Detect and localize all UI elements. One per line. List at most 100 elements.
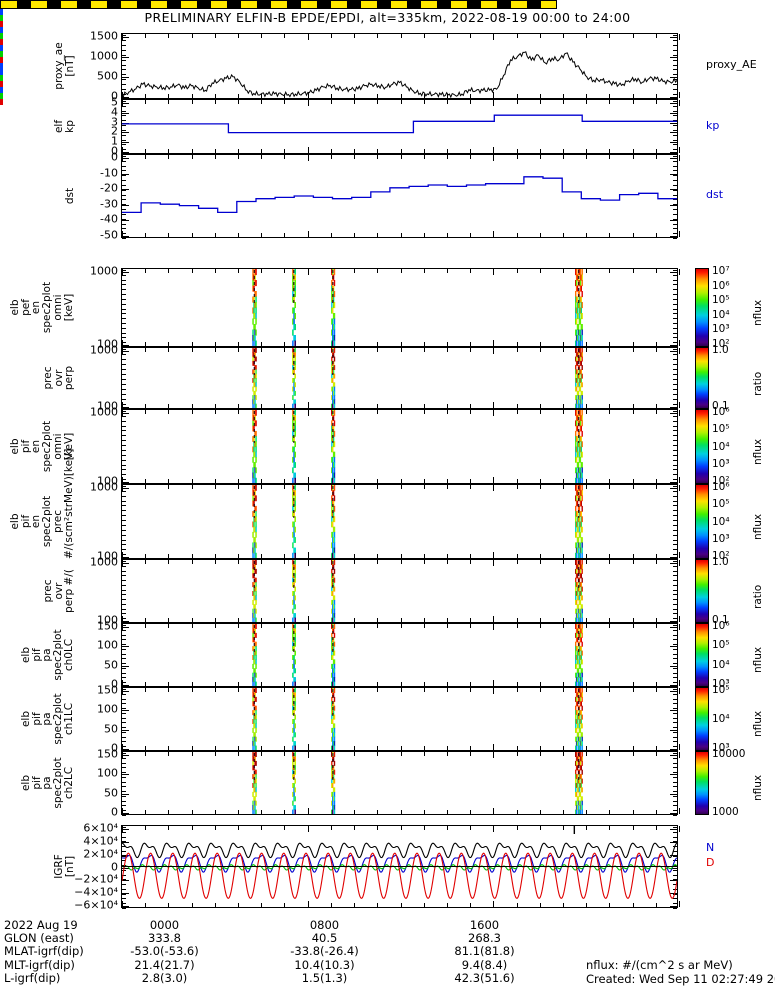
spectrogram-cell [581, 451, 583, 458]
tick-x [679, 485, 680, 491]
tick-minor [673, 165, 677, 167]
tick-minor [122, 337, 126, 339]
spectrogram-cell [292, 280, 294, 287]
spectrogram-cell [577, 324, 580, 331]
spectrogram-cell [575, 719, 578, 724]
tick-x [609, 348, 611, 352]
spectrogram-cell [293, 595, 295, 601]
spectrogram-cell [332, 352, 334, 358]
tick-x [122, 34, 123, 40]
tick-minor [122, 59, 126, 61]
spectrogram-cell [575, 403, 577, 408]
spectrogram-cell [575, 395, 577, 400]
spectrogram-cell [575, 568, 578, 574]
spectrogram-cell [255, 624, 257, 629]
spectrogram-cell [252, 356, 254, 362]
tick-major [670, 621, 677, 622]
tick-minor [122, 170, 126, 172]
tick-x [679, 744, 680, 750]
spectrogram-cell [332, 745, 334, 750]
tick-x [423, 342, 425, 346]
spectrogram-cell [575, 456, 578, 463]
spectrogram-cell [581, 410, 583, 416]
tick-x [214, 560, 216, 564]
tick-major [670, 793, 677, 795]
spectrogram-cell [576, 360, 579, 366]
tick-x [655, 485, 657, 489]
tick-x [354, 100, 356, 104]
ytick-elb_pef_en_omni-1: 100 [97, 337, 118, 351]
spectrogram-cell [332, 564, 334, 570]
spectrogram-cell [332, 373, 335, 379]
tick-x [470, 479, 472, 483]
spectrogram-cell [252, 756, 254, 762]
tick-x [493, 485, 495, 491]
tick-major [670, 646, 677, 648]
spectrogram-cell [577, 395, 580, 400]
spectrogram-cell [581, 274, 583, 281]
spectrogram-cell [294, 365, 296, 370]
spectrogram-cell [253, 537, 255, 543]
spectrogram-cell [255, 591, 257, 596]
spectrogram-cell [332, 516, 335, 523]
spectrogram-cell [581, 526, 583, 533]
ytick-elb_pif_pa_ch0LC-0: 150 [97, 619, 118, 633]
spectrogram-cell [255, 280, 257, 287]
tick-x [307, 808, 309, 814]
spectrogram-cell [332, 595, 335, 601]
spectrogram-cell [293, 628, 295, 634]
spectrogram-cell [292, 774, 294, 780]
tick-x [446, 826, 448, 830]
spectrogram-cell [331, 348, 333, 353]
tick-x [354, 624, 356, 628]
spectrogram-cell [294, 269, 296, 276]
spectrogram-cell [255, 485, 257, 491]
spectrogram-cell [294, 472, 296, 479]
spectrogram-cell [255, 696, 257, 702]
spectrogram-cell [292, 285, 294, 292]
tick-x [470, 746, 472, 750]
spectrogram-cell [292, 608, 294, 614]
tick-minor [673, 727, 677, 729]
tick-x [214, 410, 216, 414]
spectrogram-cell [579, 352, 582, 358]
event-marker [0, 57, 3, 63]
spectrogram-cell [294, 291, 296, 298]
axis-row-label-0: 2022 Aug 19 [4, 918, 78, 932]
spectrogram-cell [581, 778, 583, 784]
spectrogram-cell [252, 736, 254, 742]
ytick-igrf-1: 4×10⁴ [83, 834, 118, 848]
spectrogram-cell [579, 329, 582, 336]
tick-minor [122, 549, 126, 551]
spectrogram-cell [294, 430, 296, 437]
tick-minor [673, 213, 677, 215]
tick-minor [122, 175, 126, 177]
spectrogram-cell [292, 378, 294, 383]
spectrogram-cell [581, 769, 583, 775]
tick-major [670, 97, 677, 98]
spectrogram-cell [293, 646, 295, 652]
tick-x [493, 155, 495, 161]
spectrogram-cell [580, 573, 582, 579]
tick-x [400, 34, 402, 38]
spectrogram-cell [578, 787, 581, 793]
spectrogram-cell [578, 723, 581, 729]
spectrogram-cell [255, 745, 257, 750]
spectrogram-cell [578, 577, 581, 583]
tick-minor [122, 238, 126, 239]
tick-x [632, 269, 634, 273]
tick-minor [673, 672, 677, 674]
tick-minor [122, 399, 126, 400]
ytick-dst-5: -50 [100, 228, 118, 242]
tick-major [122, 729, 129, 731]
spectrogram-cell [255, 577, 257, 583]
spectrogram-elb_pif_en_prec [252, 485, 583, 558]
tick-minor [122, 529, 126, 531]
spectrogram-cell [575, 568, 577, 574]
tick-minor [122, 213, 126, 215]
spectrogram-cell [254, 324, 256, 331]
tick-x [516, 688, 518, 692]
tick-x [238, 155, 240, 159]
spectrogram-cell [576, 472, 579, 479]
spectrogram-cell [577, 390, 580, 396]
